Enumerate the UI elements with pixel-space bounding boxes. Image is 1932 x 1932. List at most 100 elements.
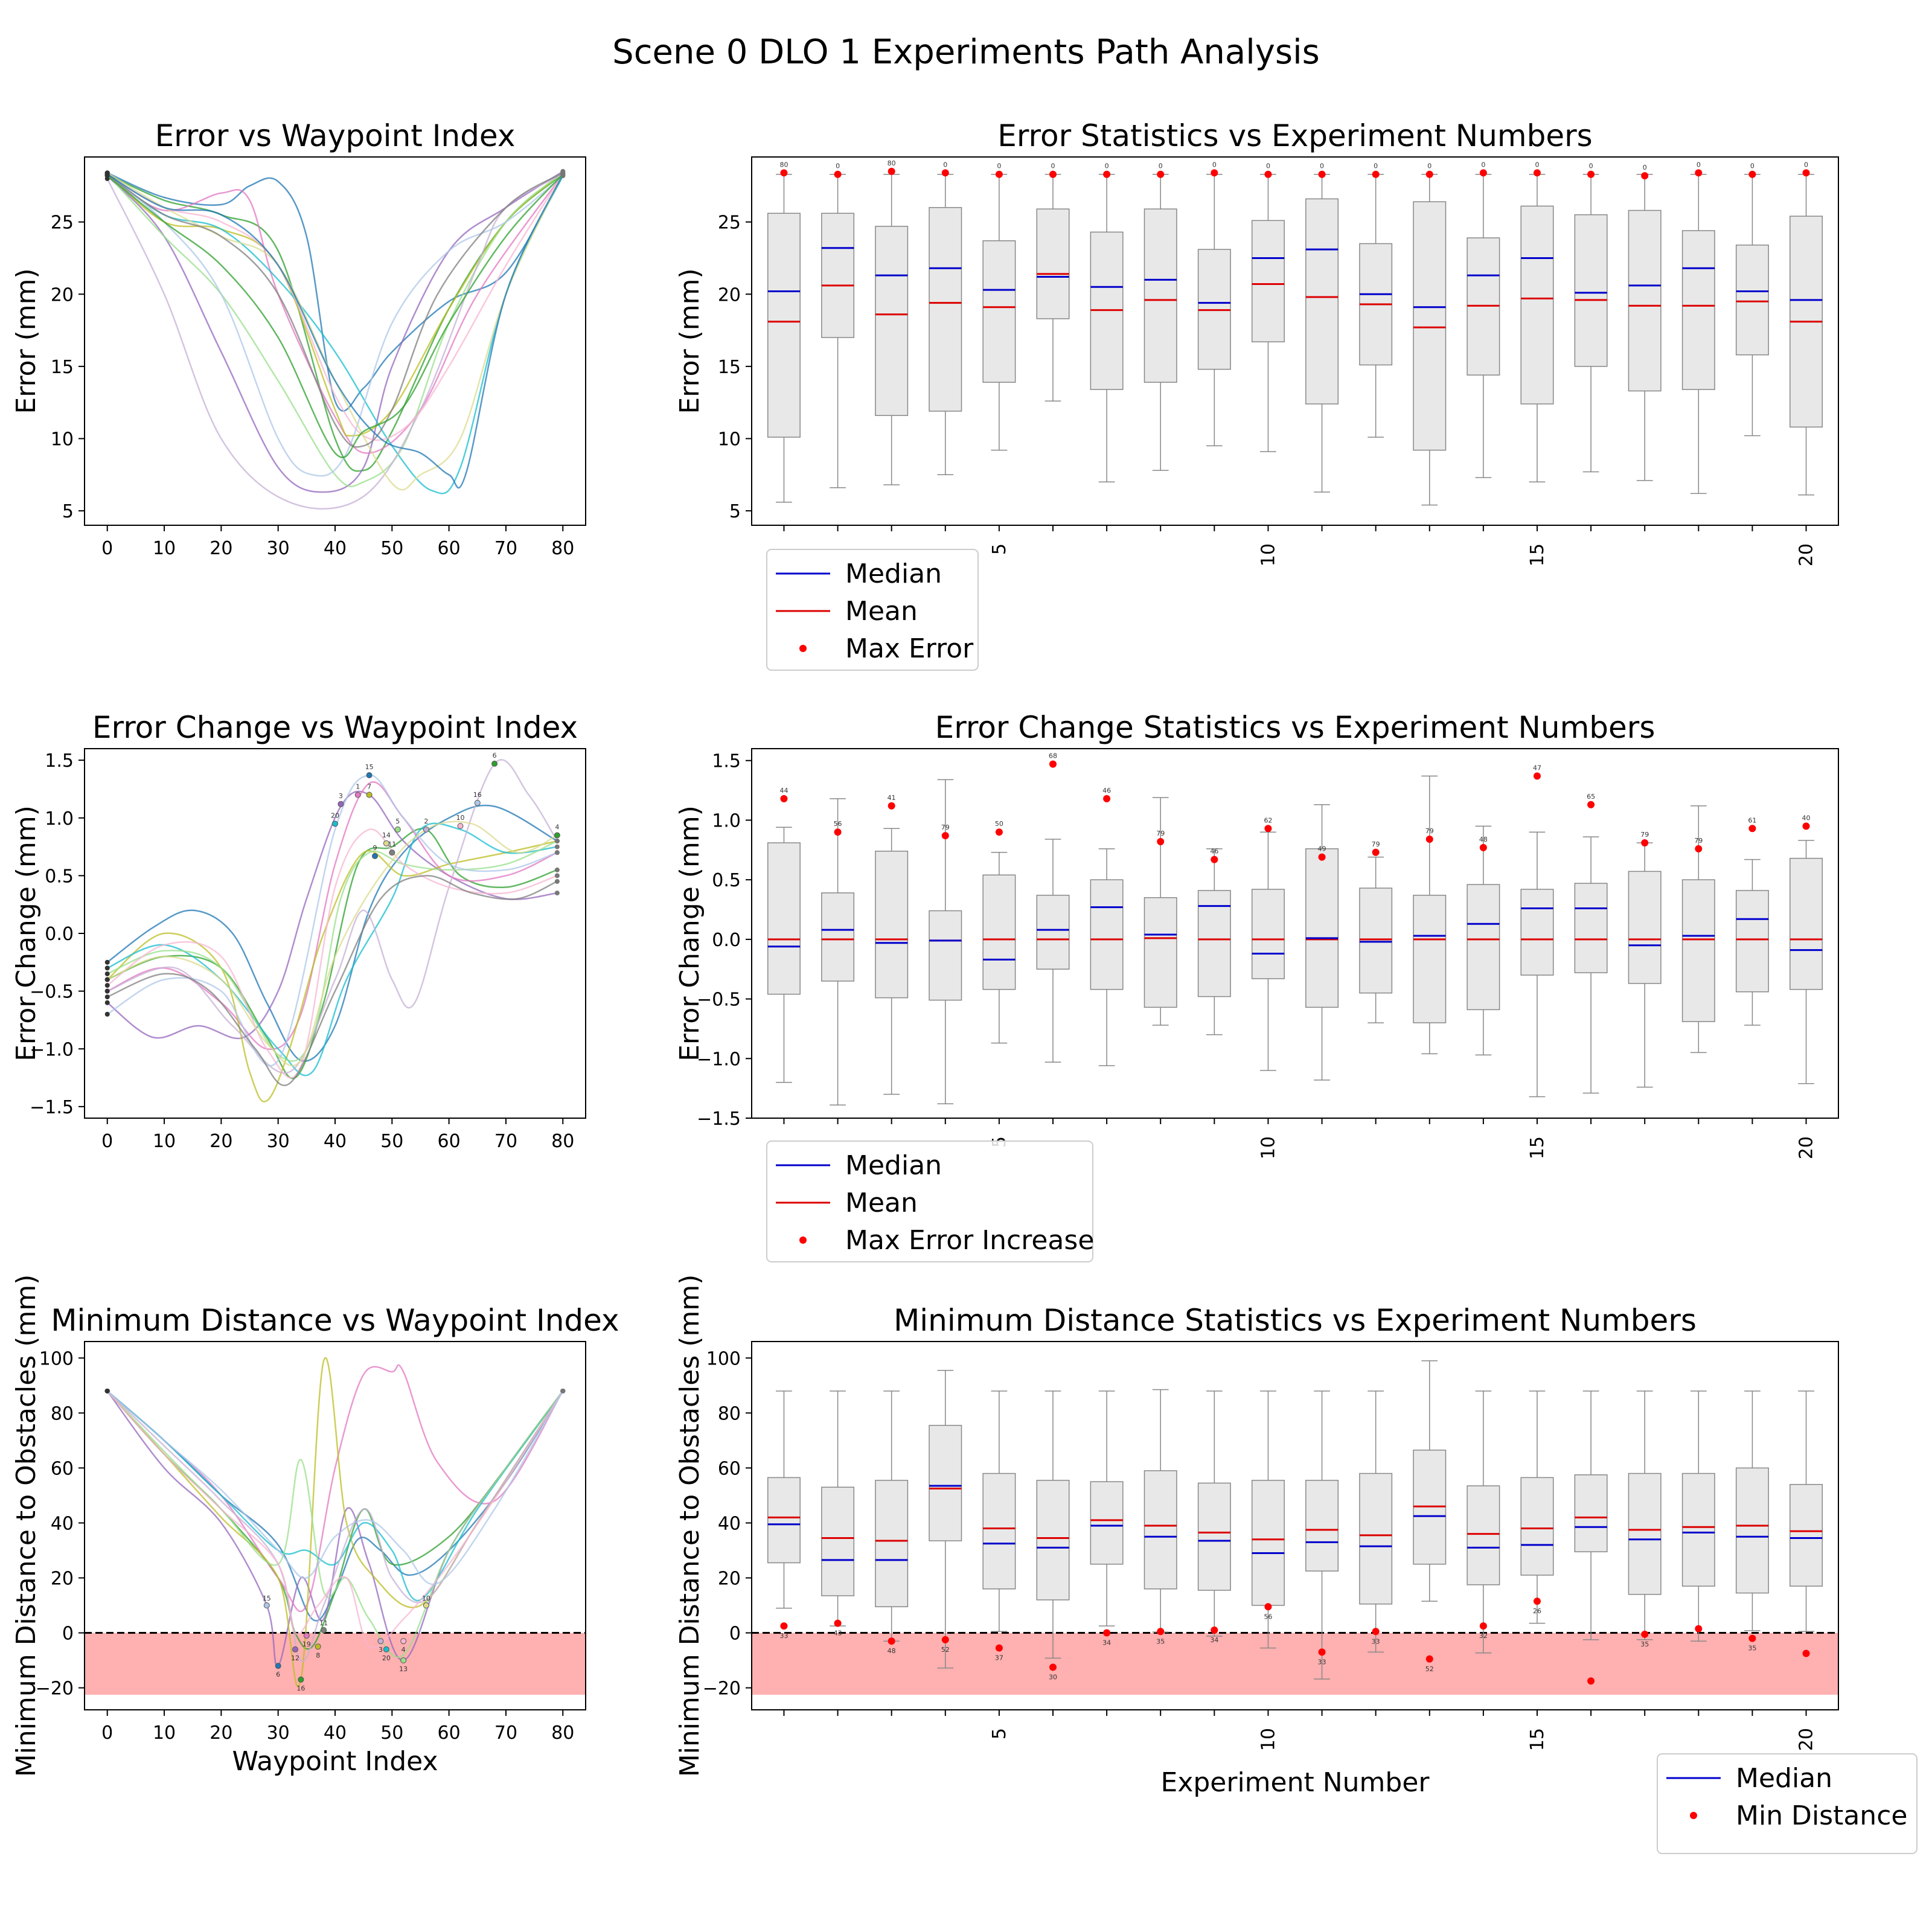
annotation-label: 15 (365, 763, 374, 771)
iqr-box (875, 1480, 909, 1608)
annotation-label: 4 (401, 1646, 406, 1654)
y-tick-label: 100 (39, 1348, 74, 1369)
box-item: 48 (1467, 825, 1500, 1056)
boxes-group: 44 56 41 79 50 68 46 79 46 62 49 79 79 48 47 65 79 79 61 40 (767, 752, 1823, 1106)
max-point (1318, 170, 1326, 178)
x-tick-label: 60 (438, 1131, 461, 1152)
annotation-label: 15 (263, 1595, 271, 1602)
x-tick-label: 80 (551, 1722, 574, 1744)
iqr-box (1735, 890, 1769, 993)
max-point (780, 795, 788, 802)
iqr-box (1090, 879, 1124, 990)
iqr-box (875, 851, 909, 999)
series-end-point (554, 867, 560, 872)
point-index-label: 0 (1159, 162, 1163, 170)
max-point (995, 170, 1003, 178)
annotation-label: 13 (399, 1665, 408, 1673)
box-item: 79 (1628, 831, 1662, 1088)
y-axis-label: Error (mm) (674, 268, 705, 414)
point-index-label: 50 (995, 820, 1003, 828)
max-point (941, 169, 949, 177)
annotation-marker (321, 1627, 327, 1633)
series-line (107, 875, 558, 1086)
y-tick-label: 40 (51, 1513, 74, 1534)
iqr-box (1251, 889, 1285, 979)
series-line (107, 781, 558, 1051)
point-index-label: 79 (941, 824, 950, 831)
min-distance-point (1479, 1622, 1487, 1630)
legend-label: Mean (845, 596, 918, 627)
point-index-label: 0 (1804, 161, 1808, 168)
y-tick-label: 0.0 (45, 924, 74, 945)
point-index-label: 35 (1640, 1640, 1649, 1648)
y-tick-label: 20 (51, 1568, 74, 1589)
series-start-point (104, 965, 110, 971)
annotation-label: 2 (424, 817, 428, 825)
box-item: 56 (821, 798, 855, 1106)
iqr-box (1520, 889, 1554, 976)
series-start-point (104, 1000, 110, 1005)
max-point (1533, 169, 1541, 177)
max-point (1479, 843, 1487, 851)
x-tick-label: 40 (324, 1722, 347, 1744)
box-item: 0 (1790, 161, 1823, 496)
point-index-label: 0 (1481, 161, 1485, 168)
iqr-box (1251, 1480, 1285, 1606)
iqr-box (1036, 208, 1070, 319)
annotation-label: 11 (319, 1619, 328, 1627)
y-tick-label: 5 (729, 501, 741, 522)
y-tick-label: −0.5 (697, 990, 741, 1011)
box-item: 37 (982, 1390, 1016, 1662)
point-index-label: 0 (836, 162, 840, 170)
annotation-marker (389, 849, 395, 856)
box-item: 50 (982, 820, 1016, 1044)
panel-title: Error Change Statistics vs Experiment Nu… (935, 710, 1655, 745)
box-item: 46 (1090, 787, 1124, 1066)
box-item: 34 (1197, 1390, 1231, 1644)
annotation-label: 16 (473, 791, 482, 799)
y-tick-label: 20 (718, 1568, 741, 1589)
box-item: 30 (1036, 1390, 1070, 1681)
y-tick-label: 1.5 (45, 750, 74, 772)
series-line (107, 174, 564, 441)
y-tick-label: 1.0 (45, 808, 74, 830)
annotation-marker (423, 1602, 429, 1609)
y-axis-label: Minimum Distance to Obstacles (mm) (11, 1275, 42, 1777)
box-item: 40 (1790, 814, 1823, 1084)
legend-marker (799, 645, 807, 652)
annotation-label: 12 (291, 1654, 299, 1662)
min-distance-point (1372, 1628, 1380, 1636)
annotation-label: 20 (331, 811, 339, 819)
panel-title: Minimum Distance vs Waypoint Index (51, 1303, 619, 1338)
axes-frame (84, 1341, 586, 1710)
panel-change_line: −1.5 −1.0 −0.5 0.0 0.5 1.0 1.5 0 10 20 30 40 50 60 70 8… (11, 710, 586, 1152)
box-item: 41 (875, 794, 909, 1095)
annotation-marker (303, 1633, 310, 1639)
point-index-label: 47 (1533, 764, 1541, 772)
point-index-label: 46 (1102, 787, 1111, 795)
annotation-marker (400, 1657, 407, 1664)
min-distance-point (1533, 1598, 1541, 1605)
point-index-label: 43 (834, 1630, 842, 1637)
point-index-label: 79 (1640, 831, 1649, 839)
x-tick-label: 20 (1796, 543, 1817, 566)
point-index-label: 49 (1318, 845, 1326, 853)
box-item: 52 (1413, 1360, 1447, 1673)
box-item: 79 (1681, 805, 1715, 1054)
point-index-label: 33 (779, 1632, 788, 1640)
series-end-point (560, 171, 566, 177)
x-axis-label: Waypoint Index (232, 1746, 438, 1777)
point-index-label: 79 (1425, 827, 1434, 835)
point-index-label: 0 (1266, 162, 1270, 170)
annotation-marker (394, 826, 401, 833)
point-index-label: 48 (1479, 836, 1488, 843)
box-item: 0 (1144, 162, 1177, 471)
y-tick-label: 15 (51, 357, 74, 378)
legend: Median Min Distance (1657, 1753, 1918, 1854)
point-index-label: 79 (1694, 837, 1703, 845)
series-line (107, 173, 564, 454)
series-line (106, 172, 563, 448)
box-item: 80 (767, 161, 801, 503)
x-tick-label: 60 (438, 1722, 461, 1744)
